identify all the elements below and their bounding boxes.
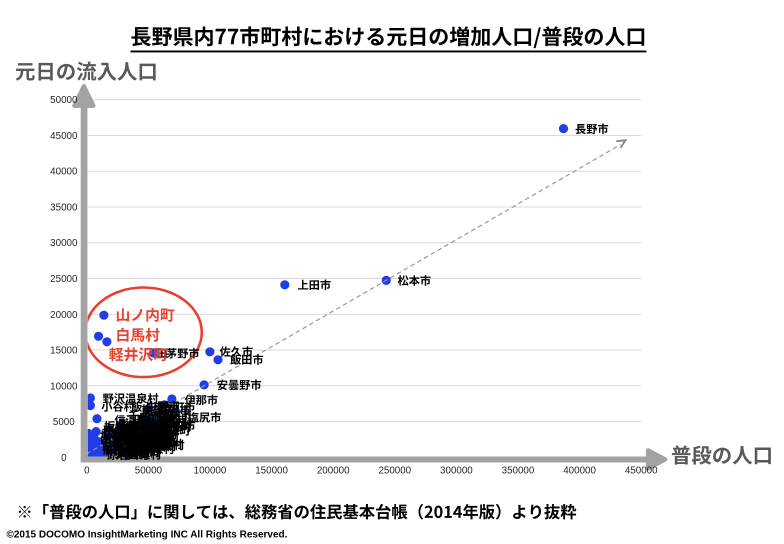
svg-text:150000: 150000 [255, 466, 288, 477]
svg-text:0: 0 [61, 453, 67, 464]
svg-text:200000: 200000 [317, 466, 350, 477]
svg-text:450000: 450000 [625, 466, 658, 477]
svg-text:5000: 5000 [53, 417, 75, 428]
svg-text:50000: 50000 [135, 466, 163, 477]
svg-text:15000: 15000 [50, 346, 78, 357]
svg-text:35000: 35000 [50, 203, 78, 214]
svg-text:10000: 10000 [50, 381, 78, 392]
svg-text:350000: 350000 [502, 466, 535, 477]
svg-text:40000: 40000 [50, 167, 78, 178]
svg-text:30000: 30000 [50, 238, 78, 249]
svg-text:50000: 50000 [50, 95, 78, 106]
svg-text:0: 0 [84, 466, 90, 477]
svg-text:250000: 250000 [378, 466, 411, 477]
svg-text:400000: 400000 [563, 466, 596, 477]
svg-text:20000: 20000 [50, 310, 78, 321]
svg-text:©2015 DOCOMO InsightMarketing: ©2015 DOCOMO InsightMarketing INC All Ri… [7, 529, 288, 540]
svg-text:100000: 100000 [194, 466, 227, 477]
svg-text:300000: 300000 [440, 466, 473, 477]
svg-text:25000: 25000 [50, 274, 78, 285]
svg-text:45000: 45000 [50, 131, 78, 142]
